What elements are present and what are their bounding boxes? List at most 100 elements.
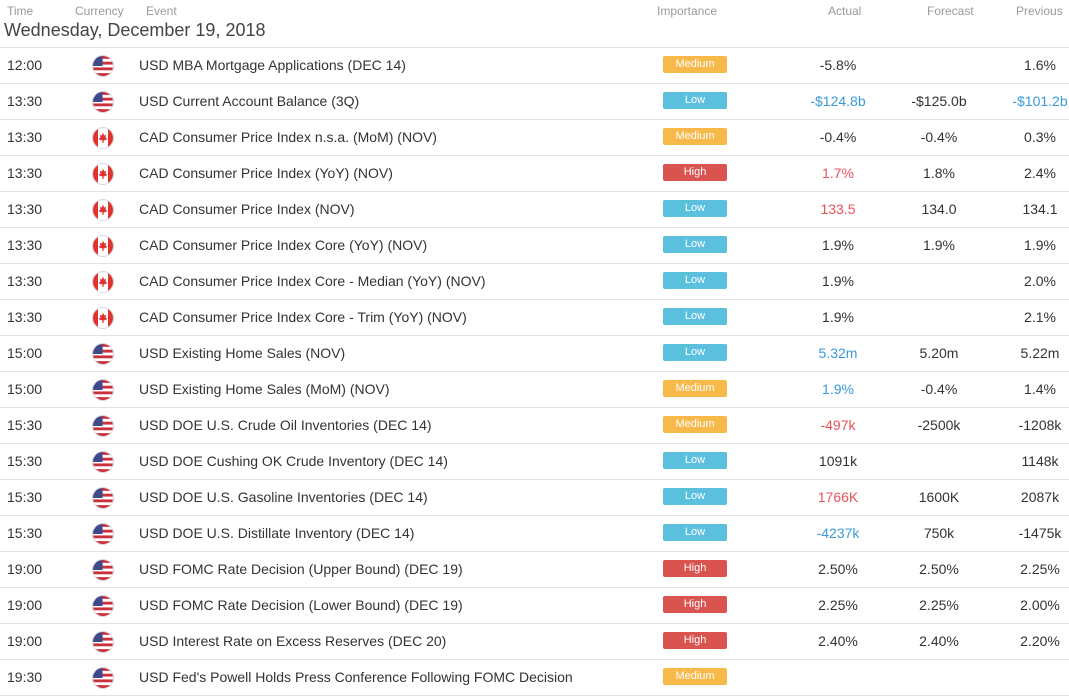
importance-badge: Low (663, 272, 727, 289)
previous-value: 2.0% (1024, 273, 1056, 289)
actual-value: 1766K (817, 489, 859, 505)
event-name[interactable]: CAD Consumer Price Index Core (YoY) (NOV… (139, 237, 428, 253)
ca-flag-icon (93, 200, 113, 220)
us-flag-icon (93, 380, 113, 400)
event-name[interactable]: USD Fed's Powell Holds Press Conference … (139, 669, 573, 685)
column-header-time: Time (7, 4, 34, 18)
table-row[interactable]: 13:30 USD Current Account Balance (3Q) Low… (0, 84, 1069, 120)
ca-flag-icon (93, 128, 113, 148)
event-time: 19:00 (7, 561, 43, 577)
actual-value: 1.9% (822, 237, 854, 253)
table-row[interactable]: 19:00 USD Interest Rate on Excess Reserve… (0, 624, 1069, 660)
event-time: 19:30 (7, 669, 43, 685)
actual-value: -497k (820, 417, 856, 433)
event-name[interactable]: CAD Consumer Price Index n.s.a. (MoM) (N… (139, 129, 437, 145)
event-time: 13:30 (7, 309, 43, 325)
event-name[interactable]: USD DOE U.S. Crude Oil Inventories (DEC … (139, 417, 432, 433)
forecast-value: 1600K (918, 489, 960, 505)
importance-badge: Low (663, 92, 727, 109)
event-time: 15:30 (7, 489, 43, 505)
column-header-importance: Importance (657, 4, 718, 18)
table-row[interactable]: 19:00 USD FOMC Rate Decision (Lower Bound… (0, 588, 1069, 624)
event-name[interactable]: USD DOE U.S. Distillate Inventory (DEC 1… (139, 525, 415, 541)
event-time: 13:30 (7, 237, 43, 253)
event-name[interactable]: USD MBA Mortgage Applications (DEC 14) (139, 57, 406, 73)
event-name[interactable]: CAD Consumer Price Index (NOV) (139, 201, 355, 217)
previous-value: 1.9% (1024, 237, 1056, 253)
ca-flag-icon (93, 236, 113, 256)
previous-value: -1208k (1018, 417, 1062, 433)
table-row[interactable]: 15:00 USD Existing Home Sales (MoM) (NOV)… (0, 372, 1069, 408)
forecast-value: 2.25% (919, 597, 959, 613)
event-time: 13:30 (7, 201, 43, 217)
column-header-event: Event (146, 4, 177, 18)
actual-value: 2.40% (818, 633, 858, 649)
event-name[interactable]: CAD Consumer Price Index Core - Median (… (139, 273, 486, 289)
table-row[interactable]: 13:30 CAD Consumer Price Index Core - Tri… (0, 300, 1069, 336)
event-time: 13:30 (7, 129, 43, 145)
table-row[interactable]: 13:30 CAD Consumer Price Index (NOV) Low 13… (0, 192, 1069, 228)
forecast-value: 5.20m (919, 345, 959, 361)
actual-value: 1091k (818, 453, 858, 469)
previous-value: 5.22m (1020, 345, 1060, 361)
event-time: 19:00 (7, 597, 43, 613)
us-flag-icon (93, 488, 113, 508)
table-row[interactable]: 13:30 CAD Consumer Price Index n.s.a. (Mo… (0, 120, 1069, 156)
us-flag-icon (93, 416, 113, 436)
table-row[interactable]: 15:00 USD Existing Home Sales (NOV) Low 5.3… (0, 336, 1069, 372)
forecast-value: -2500k (917, 417, 961, 433)
forecast-value: 2.40% (919, 633, 959, 649)
event-name[interactable]: USD Existing Home Sales (MoM) (NOV) (139, 381, 390, 397)
previous-value: 1.4% (1024, 381, 1056, 397)
table-row[interactable]: 19:30 USD Fed's Powell Holds Press Confer… (0, 660, 1069, 696)
event-name[interactable]: USD DOE Cushing OK Crude Inventory (DEC … (139, 453, 448, 469)
table-row[interactable]: 13:30 CAD Consumer Price Index Core (YoY)… (0, 228, 1069, 264)
table-row[interactable]: 15:30 USD DOE Cushing OK Crude Inventory … (0, 444, 1069, 480)
date-title: Wednesday, December 19, 2018 (4, 20, 266, 40)
actual-value: 1.7% (822, 165, 854, 181)
table-row[interactable]: 13:30 CAD Consumer Price Index Core - Med… (0, 264, 1069, 300)
event-time: 13:30 (7, 93, 43, 109)
us-flag-icon (93, 344, 113, 364)
forecast-value: -0.4% (920, 129, 958, 145)
importance-badge: High (663, 164, 727, 181)
importance-badge: Low (663, 524, 727, 541)
table-row[interactable]: 15:30 USD DOE U.S. Gasoline Inventories (… (0, 480, 1069, 516)
actual-value: -$124.8b (810, 93, 866, 109)
table-row[interactable]: 15:30 USD DOE U.S. Distillate Inventory (… (0, 516, 1069, 552)
column-header-actual: Actual (828, 4, 862, 18)
previous-value: 0.3% (1024, 129, 1056, 145)
importance-badge: Low (663, 200, 727, 217)
previous-value: 2.25% (1020, 561, 1060, 577)
importance-badge: Low (663, 488, 727, 505)
actual-value: 1.9% (822, 381, 854, 397)
event-name[interactable]: USD Interest Rate on Excess Reserves (DE… (139, 633, 447, 649)
event-name[interactable]: USD DOE U.S. Gasoline Inventories (DEC 1… (139, 489, 428, 505)
event-name[interactable]: USD Existing Home Sales (NOV) (139, 345, 346, 361)
actual-value: -5.8% (819, 57, 857, 73)
previous-value: 1.6% (1024, 57, 1056, 73)
previous-value: 2.00% (1020, 597, 1060, 613)
forecast-value: -0.4% (920, 381, 958, 397)
event-name[interactable]: USD FOMC Rate Decision (Upper Bound) (DE… (139, 561, 463, 577)
ca-flag-icon (93, 272, 113, 292)
column-header-currency: Currency (75, 4, 124, 18)
forecast-value: 750k (923, 525, 955, 541)
importance-badge: Low (663, 308, 727, 325)
event-name[interactable]: USD Current Account Balance (3Q) (139, 93, 360, 109)
us-flag-icon (93, 668, 113, 688)
us-flag-icon (93, 632, 113, 652)
importance-badge: Low (663, 344, 727, 361)
table-row[interactable]: 15:30 USD DOE U.S. Crude Oil Inventories … (0, 408, 1069, 444)
actual-value: -0.4% (819, 129, 857, 145)
forecast-value: 1.8% (923, 165, 955, 181)
table-row[interactable]: 12:00 USD MBA Mortgage Applications (DEC … (0, 48, 1069, 84)
event-name[interactable]: CAD Consumer Price Index Core - Trim (Yo… (139, 309, 467, 325)
event-name[interactable]: CAD Consumer Price Index (YoY) (NOV) (139, 165, 393, 181)
previous-value: 2.4% (1024, 165, 1056, 181)
event-name[interactable]: USD FOMC Rate Decision (Lower Bound) (DE… (139, 597, 463, 613)
table-row[interactable]: 19:00 USD FOMC Rate Decision (Upper Bound… (0, 552, 1069, 588)
actual-value: 133.5 (820, 201, 856, 217)
previous-value: -1475k (1018, 525, 1062, 541)
table-row[interactable]: 13:30 CAD Consumer Price Index (YoY) (NOV… (0, 156, 1069, 192)
